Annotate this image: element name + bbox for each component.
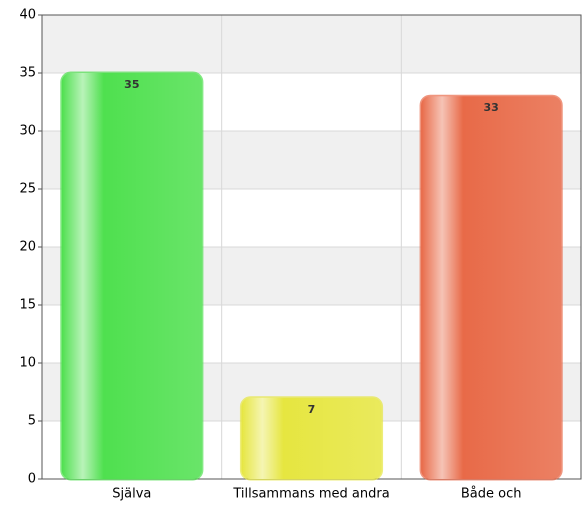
x-tick-label: Själva [112, 487, 151, 502]
y-tick-label: 25 [19, 182, 36, 197]
bar-shine [61, 73, 202, 479]
x-tick-label: Tillsammans med andra [232, 487, 389, 502]
y-tick-label: 0 [28, 472, 36, 487]
bar-shine [241, 397, 382, 479]
grid-band [42, 15, 581, 73]
y-tick-label: 30 [19, 124, 36, 139]
value-label: 35 [124, 78, 139, 91]
x-tick-label: Både och [461, 487, 522, 502]
value-label: 33 [484, 101, 499, 114]
y-tick-label: 40 [19, 8, 36, 23]
bar-shine [421, 96, 562, 479]
value-label: 7 [308, 403, 316, 416]
y-tick-label: 15 [19, 298, 36, 313]
y-tick-label: 5 [28, 414, 36, 429]
y-tick-label: 20 [19, 240, 36, 255]
y-tick-label: 35 [19, 66, 36, 81]
y-tick-label: 10 [19, 356, 36, 371]
